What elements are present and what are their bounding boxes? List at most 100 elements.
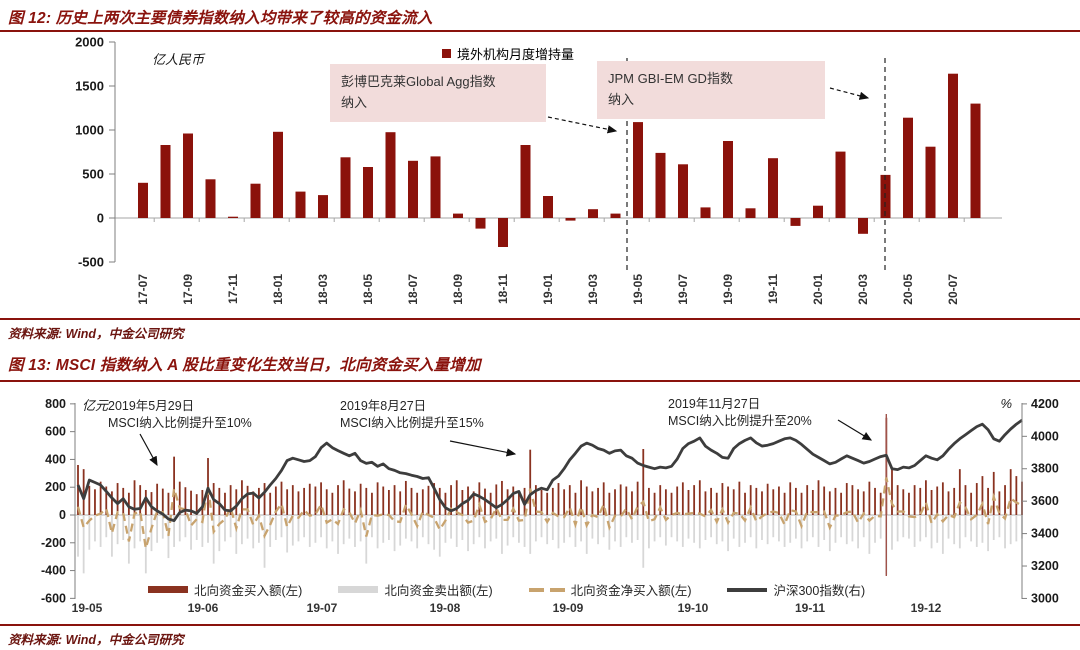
fig12-x-tick-label: 19-03 (586, 274, 600, 305)
fig13-sell-bar (365, 515, 368, 564)
fig13-sell-bar (857, 515, 859, 549)
fig12-bar (655, 152, 666, 218)
fig13-sell-bar (563, 515, 566, 543)
fig13-sell-bar (619, 515, 622, 547)
fig13-buy-bar (947, 491, 950, 515)
fig12-bar (790, 218, 801, 226)
fig12-bar (835, 151, 846, 218)
fig13-buy-bar (235, 489, 238, 515)
fig13-buy-bar (144, 489, 147, 515)
fig13-buy-bar (958, 469, 961, 515)
fig13-sell-bar (410, 515, 413, 542)
fig13-buy-bar (614, 489, 616, 515)
fig13-sell-bar (371, 515, 373, 538)
fig13-sell-bar (218, 515, 221, 552)
fig13-buy-bar (749, 485, 752, 515)
fig13-buy-bar (501, 480, 503, 515)
fig13-sell-bar (789, 515, 792, 543)
fig13-sell-bar (534, 515, 537, 542)
fig13-legend-label-net: 北向资金净买入额(左) (570, 584, 692, 598)
fig13-sell-bar (874, 515, 876, 543)
fig13-x-tick-label: 19-06 (188, 601, 219, 615)
fig13-x-tick-label: 19-07 (307, 601, 338, 615)
fig13-buy-bar (127, 492, 130, 515)
fig13-sell-bar (715, 515, 718, 545)
csi300-line-swatch-icon (727, 587, 768, 592)
fig13-sell-bar (201, 515, 204, 547)
fig13-buy-bar (794, 487, 797, 515)
fig13-sell-bar (778, 515, 780, 542)
fig13-sell-bar (224, 515, 226, 542)
fig13-sell-bar (919, 515, 922, 542)
fig13-buy-bar (642, 449, 645, 515)
fig13-sell-bar (212, 515, 215, 564)
fig13-buy-bar (761, 491, 763, 515)
fig13-bottom-divider (0, 624, 1080, 626)
fig13-buy-bar (1015, 476, 1018, 515)
fig13-right-tick-label: 3600 (1031, 494, 1059, 508)
fig13-x-tick-label: 19-08 (430, 601, 461, 615)
fig12-x-tick-label: 18-05 (361, 274, 375, 305)
fig13-buy-bar (693, 485, 696, 515)
fig13-buy-bar (382, 486, 385, 515)
fig13-sell-bar (755, 515, 758, 549)
fig13-sell-bar (800, 515, 803, 549)
buy-swatch-icon (148, 586, 188, 593)
fig13-sell-bar (540, 515, 543, 538)
fig13-sell-bar (625, 515, 628, 538)
fig13-sell-bar (845, 515, 848, 545)
fig13-sell-bar (229, 515, 232, 538)
fig13-buy-bar (388, 489, 390, 515)
fig13-buy-bar (608, 492, 611, 515)
fig13-buy-bar (529, 449, 532, 515)
fig13-sell-bar (992, 515, 995, 541)
fig13-sell-bar (970, 515, 973, 542)
fig13-sell-bar (851, 515, 854, 542)
fig13-buy-bar (828, 491, 831, 515)
fig13-buy-bar (721, 483, 724, 515)
fig13-sell-bar (636, 515, 639, 541)
fig13-buy-bar (1004, 485, 1006, 515)
fig12-legend: 境外机构月度增持量 (442, 44, 574, 63)
fig13-sell-bar (868, 515, 871, 554)
fig13-buy-bar (433, 483, 436, 515)
fig13-sell-bar (597, 515, 599, 545)
fig13-sell-bar (472, 515, 475, 545)
fig13-buy-bar (427, 485, 430, 515)
fig13-sell-bar (585, 515, 588, 554)
fig13-buy-bar (653, 492, 656, 515)
fig13-buy-bar (975, 483, 978, 515)
fig12-bar (633, 122, 643, 218)
fig13-sell-bar (235, 515, 238, 554)
fig13-buy-bar (727, 486, 729, 515)
fig13-sell-bar (280, 515, 283, 538)
fig13-title-divider (0, 380, 1080, 382)
fig13-right-tick-label: 4000 (1031, 429, 1059, 443)
fig13-sell-bar (433, 515, 436, 550)
fig13-sell-bar (518, 515, 520, 543)
csi300-index-line (76, 418, 1023, 523)
fig13-legend-label-sell: 北向资金卖出额(左) (384, 584, 493, 598)
fig13-legend-item-csi300: 沪深300指数(右) (727, 580, 865, 599)
fig12-x-tick-label: 17-07 (136, 274, 150, 305)
fig13-sell-bar (190, 515, 192, 550)
fig13-left-tick-label: 0 (59, 508, 66, 522)
fig13-buy-bar (252, 491, 255, 515)
fig13-sell-bar (749, 515, 752, 538)
fig13-sell-bar (687, 515, 690, 539)
fig12-bar (273, 131, 283, 218)
fig13-buy-bar (450, 485, 452, 515)
fig13-buy-bar (331, 492, 334, 515)
fig13-sell-bar (297, 515, 300, 542)
fig13-buy-bar (111, 491, 113, 515)
fig13-buy-bar (941, 482, 944, 515)
fig12-x-tick-label: 19-05 (631, 274, 645, 305)
fig13-sell-bar (161, 515, 164, 539)
fig13-sell-bar (274, 515, 277, 541)
fig13-sell-bar (744, 515, 746, 543)
fig13-buy-bar (444, 492, 447, 515)
fig13-sell-bar (608, 515, 611, 550)
fig13-left-tick-label: -600 (41, 591, 66, 605)
fig13-sell-bar (546, 515, 549, 545)
fig13-buy-bar (399, 491, 402, 515)
